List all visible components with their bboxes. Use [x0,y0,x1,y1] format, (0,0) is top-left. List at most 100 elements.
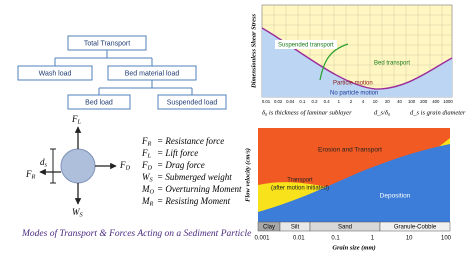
note: d_s/δ₀ [374,109,390,116]
region-label: No particle motion [330,91,378,97]
x-tick-label: 4 [362,99,365,104]
subscript: D [125,165,131,172]
node-box [107,65,197,81]
subscript: R [31,174,36,181]
subscript: L [147,153,152,160]
class-label: Granule-Cobble [394,225,437,231]
symbol-label: WS [72,207,84,219]
x-axis-label: Grain size (mm) [332,244,375,251]
x-tick-label: 2 [350,99,353,104]
note: δ₀ is thickness of laminar sublayer [262,109,352,116]
subscript: S [150,177,154,184]
transport-tree: Total Transport Wash load Bed material l… [17,35,227,110]
x-tick-label: 10 [373,99,378,104]
legend-text: = Resistance force [157,136,224,146]
note: d_s is grain diameter [410,109,466,116]
x-tick-label: 0.4 [324,99,331,104]
symbol-label: FD [119,160,131,172]
region-label: Erosion and Transport [318,147,382,154]
class-label: Sand [338,225,352,231]
x-tick-label: 0.04 [286,99,295,104]
x-tick-label: 0.02 [274,99,283,104]
region-label: Particle motion [333,81,373,87]
region-label: Transport [287,178,313,184]
symbol: d [40,157,45,167]
symbol-label: MR [141,196,154,208]
x-tick-label: 0.001 [254,236,270,242]
class-label: Clay [263,225,275,231]
particle [60,148,96,184]
x-tick-label: 1000 [443,99,453,104]
y-axis-label: Dimensionless Shear Stress [250,14,257,90]
x-tick-label: 0.01 [262,99,271,104]
caption: Modes of Transport & Forces Acting on a … [21,228,251,239]
y-axis-label: Flow velocity (cm/s) [244,148,251,202]
x-tick-label: 40 [397,99,402,104]
symbol: F [141,136,148,146]
node-box [67,35,147,51]
symbol-label: FL [141,148,152,160]
node-label: Total Transport [84,40,130,47]
node-label: Bed load [85,99,113,106]
x-tick-label: 0.1 [299,99,306,104]
x-tick-label: 0.1 [331,236,340,242]
symbol: F [71,114,78,124]
x-tick-label: 20 [385,99,390,104]
symbol-label: MO [141,184,155,196]
legend-text: = Lift force [157,148,198,158]
node-label: Bed material load [125,70,180,77]
subscript: D [147,165,153,172]
subscript: s [45,162,48,169]
x-tick-label: 400 [432,99,440,104]
region-label: Bed transport [374,61,410,67]
subscript: O [150,189,155,196]
region-label: Suspended transport [278,43,334,49]
x-tick-label: 1 [371,236,375,242]
region-label: (after motion initiated) [271,186,329,192]
symbol: M [141,196,150,206]
symbol: W [72,207,81,217]
symbol: F [141,160,148,170]
connectors [54,50,193,95]
x-tick-label: 10 [406,236,413,242]
x-tick-label: 100 [441,236,452,242]
subscript: R [147,141,152,148]
deposition-region [258,144,450,222]
symbol-label: FR [141,136,152,148]
node-label: Suspended load [167,99,218,106]
symbol-label: FR [25,169,36,181]
x-tick-label: 0.01 [293,236,305,242]
node-label: Wash load [39,70,72,77]
symbol: F [141,148,148,158]
symbol: W [142,172,151,182]
no-motion-region [262,28,452,97]
dimension [50,148,56,184]
hjulstrom-diagram: Erosion and Transport Transport (after m… [244,128,452,251]
symbol: F [119,160,126,170]
x-tick-label: 100 [408,99,416,104]
x-tick-label: 200 [420,99,428,104]
symbol-label: ds [40,157,48,169]
legend-text: = Drag force [157,160,205,170]
suspension-curve [319,43,349,81]
symbol-label: FD [141,160,153,172]
subscript: L [77,119,82,126]
class-band [379,221,451,232]
legend-text: = Resisting Moment [157,196,231,206]
symbol: M [141,184,150,194]
subscript: R [149,201,154,208]
symbol-label: WS [142,172,154,184]
x-tick-label: 1 [338,99,341,104]
node-box [157,94,227,110]
region-label: Deposition [380,193,411,200]
x-tick-label: 0.2 [312,99,319,104]
node-box [67,94,131,110]
node-box [17,65,93,81]
symbol: F [25,169,32,179]
label-bg [275,40,337,49]
class-label: Silt [291,225,300,231]
legend-text: = Overturning Moment [157,184,242,194]
